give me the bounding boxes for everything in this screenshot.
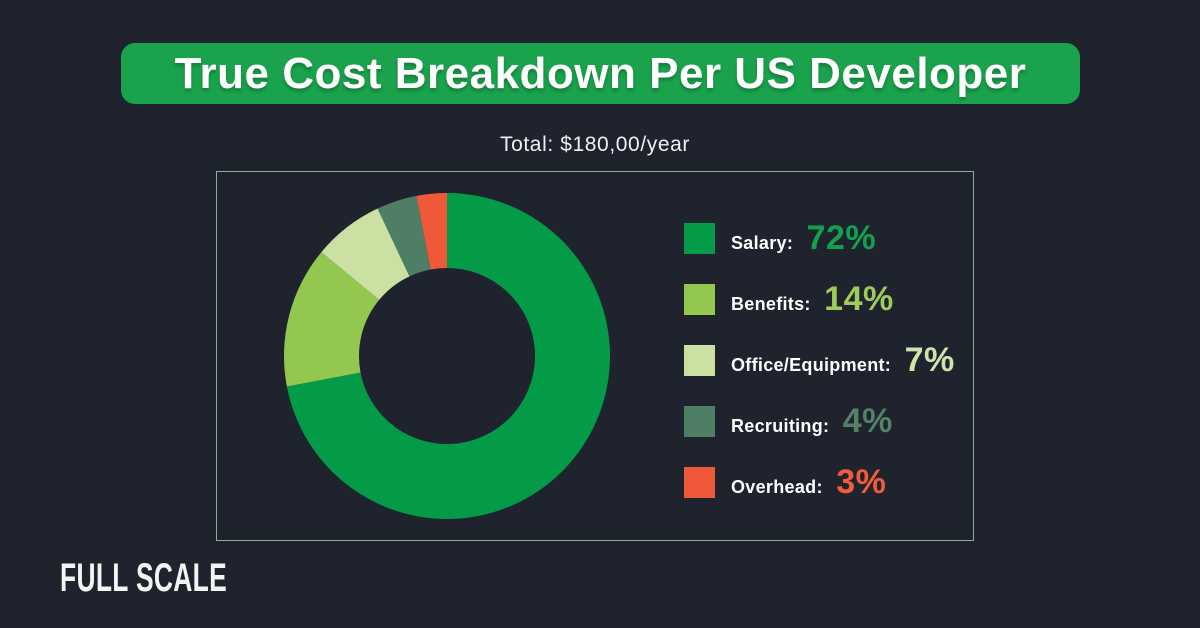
full-scale-logo: FULL SCALE [60,556,228,600]
legend-swatch-3 [684,406,715,437]
page-title: True Cost Breakdown Per US Developer [174,48,1027,98]
legend-swatch-1 [684,284,715,315]
legend-label: Recruiting: [731,416,830,436]
legend-item-salary: Salary: 72% [684,219,955,257]
legend-value-1: 14% [824,280,894,318]
donut-slice-recruiting [377,195,431,277]
title-banner: True Cost Breakdown Per US Developer [121,43,1080,104]
legend-value-2: 7% [904,341,955,379]
legend-item-benefits: Benefits: 14% [684,280,955,318]
legend-swatch-4 [684,467,715,498]
legend-item-office-equipment: Office/Equipment: 7% [684,341,955,379]
donut-slice-benefits [284,252,380,387]
donut-slice-salary [286,193,610,519]
chart-legend: Salary: 72% Benefits: 14% Office/Equipme… [684,219,955,528]
legend-value-0: 72% [806,219,877,257]
legend-label: Overhead: [731,477,823,497]
legend-label: Salary: [731,233,794,253]
donut-slice-office-equipment [321,208,410,300]
legend-swatch-0 [684,223,715,254]
legend-item-recruiting: Recruiting: 4% [684,402,955,440]
chart-frame: Salary: 72% Benefits: 14% Office/Equipme… [216,171,974,541]
legend-value-3: 4% [842,402,893,440]
legend-label: Office/Equipment: [731,355,892,375]
donut-slice-overhead [416,193,447,270]
legend-value-4: 3% [836,463,887,501]
total-cost-subtitle: Total: $180,00/year [499,133,691,156]
legend-item-overhead: Overhead: 3% [684,463,955,501]
donut-chart [284,193,610,519]
legend-label: Benefits: [731,294,811,314]
legend-swatch-2 [684,345,715,376]
